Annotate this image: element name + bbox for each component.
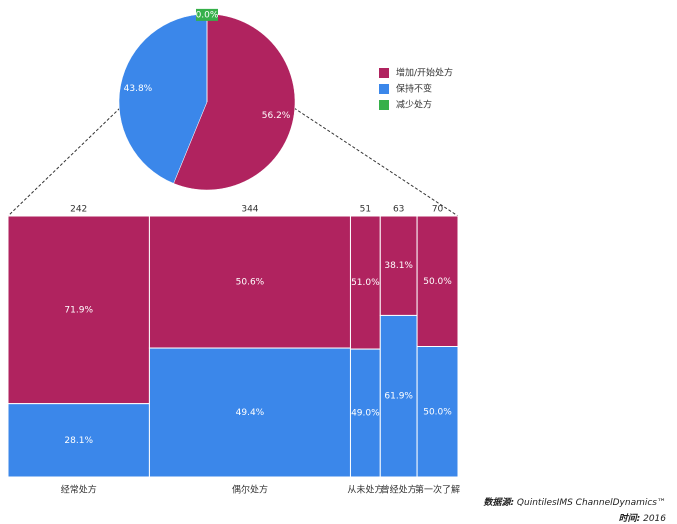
source-label: 数据源:	[483, 497, 514, 508]
segment-label: 50.0%	[423, 407, 452, 417]
pie-label: 0.0%	[196, 10, 219, 20]
segment	[7, 403, 150, 478]
legend-swatch	[379, 100, 389, 110]
segment-label: 49.0%	[351, 409, 380, 419]
legend-label: 减少处方	[396, 99, 432, 111]
segment-label: 50.6%	[236, 278, 265, 288]
column-total: 70	[432, 205, 444, 215]
source: 数据源: QuintilesIMS ChannelDynamics™	[483, 497, 666, 508]
label-background	[196, 8, 218, 21]
segment-label: 38.1%	[384, 261, 413, 271]
segment-label: 49.4%	[236, 408, 265, 418]
category-label: 经常处方	[61, 484, 97, 496]
segment	[379, 215, 418, 316]
pie-label: 56.2%	[262, 111, 291, 121]
segment	[7, 215, 150, 405]
legend-swatch	[379, 68, 389, 78]
pie-slice	[118, 13, 208, 184]
category-label: 曾经处方	[381, 484, 417, 496]
segment	[416, 215, 459, 347]
column-total: 63	[393, 205, 404, 215]
segment	[379, 314, 418, 478]
category-label: 第一次了解	[415, 484, 460, 496]
column-total: 344	[241, 205, 258, 215]
column-total: 51	[360, 205, 371, 215]
date-value: 2016	[643, 514, 666, 524]
segment-label: 50.0%	[423, 277, 452, 287]
category-label: 偶尔处方	[232, 484, 268, 496]
segment	[148, 215, 351, 349]
category-label: 从未处方	[347, 484, 383, 496]
connector	[7, 107, 121, 217]
connector	[293, 107, 459, 217]
segment-label: 51.0%	[351, 278, 380, 288]
column-total: 242	[70, 205, 87, 215]
source-value: QuintilesIMS ChannelDynamics™	[517, 498, 666, 508]
segment	[416, 346, 459, 478]
pie-label: 43.8%	[124, 84, 153, 94]
segment-label: 71.9%	[64, 305, 93, 315]
legend-label: 保持不变	[396, 83, 432, 95]
date: 时间: 2016	[619, 513, 667, 524]
legend-swatch	[379, 84, 389, 94]
date-label: 时间:	[619, 513, 641, 524]
legend-label: 增加/开始处方	[396, 67, 453, 79]
pie-slice	[173, 13, 296, 191]
segment	[148, 347, 351, 478]
segment-label: 28.1%	[64, 436, 93, 446]
segment-label: 61.9%	[384, 392, 413, 402]
